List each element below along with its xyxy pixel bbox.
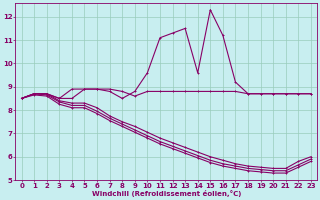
X-axis label: Windchill (Refroidissement éolien,°C): Windchill (Refroidissement éolien,°C) xyxy=(92,190,241,197)
